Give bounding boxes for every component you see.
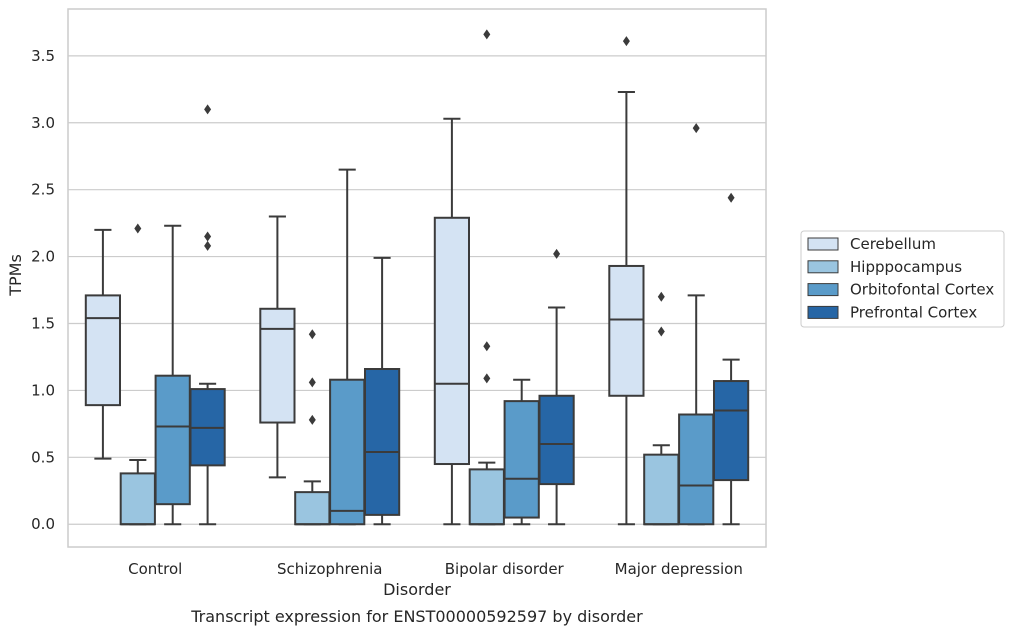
box-group bbox=[608, 36, 645, 526]
box bbox=[84, 294, 122, 407]
legend-frame bbox=[800, 230, 1005, 328]
outlier-point bbox=[692, 123, 700, 134]
x-tick-labels: Control Schizophrenia Bipolar disorder Majo… bbox=[128, 560, 743, 578]
y-tick-labels: 0.0 0.5 1.0 1.5 2.0 2.5 3.0 3.5 bbox=[31, 47, 55, 533]
x-tick-label: Schizophrenia bbox=[277, 560, 382, 578]
x-tick-label: Major depression bbox=[615, 560, 743, 578]
box bbox=[259, 307, 296, 424]
box-group bbox=[189, 104, 226, 526]
box-group bbox=[503, 378, 540, 526]
outlier-point bbox=[308, 377, 316, 388]
box-group bbox=[712, 192, 750, 526]
y-tick-label: 3.0 bbox=[31, 114, 55, 132]
box-group bbox=[643, 291, 680, 526]
box-group bbox=[294, 329, 331, 526]
outlier-point bbox=[553, 248, 561, 259]
legend-swatch bbox=[807, 283, 839, 297]
outlier-point bbox=[483, 341, 491, 352]
outlier-point bbox=[204, 104, 212, 115]
outlier-point bbox=[308, 329, 316, 340]
y-tick-label: 2.0 bbox=[31, 248, 55, 266]
legend-label: Orbitofontal Cortex bbox=[850, 281, 994, 299]
box-group bbox=[259, 215, 296, 479]
legend-label: Prefrontal Cortex bbox=[850, 303, 977, 321]
outlier-point bbox=[204, 231, 212, 242]
x-tick-label: Control bbox=[128, 560, 182, 578]
outlier-point bbox=[134, 223, 142, 234]
box bbox=[433, 216, 471, 466]
box bbox=[329, 378, 366, 526]
chart-caption: Transcript expression for ENST0000059259… bbox=[190, 607, 643, 626]
legend-swatch bbox=[807, 237, 839, 251]
legend-swatch bbox=[807, 260, 839, 274]
box bbox=[119, 472, 156, 526]
box-group bbox=[329, 168, 366, 526]
legend-label: Cerebellum bbox=[850, 235, 936, 253]
outlier-point bbox=[483, 29, 491, 40]
box-group bbox=[84, 228, 122, 460]
legend-swatch bbox=[807, 305, 839, 319]
box bbox=[712, 380, 750, 482]
box bbox=[538, 394, 575, 486]
box bbox=[154, 374, 191, 506]
box-group bbox=[468, 29, 505, 526]
box bbox=[678, 413, 715, 526]
outlier-point bbox=[657, 291, 665, 302]
y-tick-label: 0.0 bbox=[31, 515, 55, 533]
outlier-point bbox=[204, 240, 212, 251]
box bbox=[643, 453, 680, 526]
box-group bbox=[433, 117, 471, 526]
outlier-point bbox=[483, 373, 491, 384]
box bbox=[363, 368, 401, 516]
y-tick-label: 3.5 bbox=[31, 47, 55, 65]
x-tick-label: Bipolar disorder bbox=[445, 560, 565, 578]
box-group bbox=[363, 256, 401, 526]
outlier-point bbox=[657, 326, 665, 337]
box bbox=[468, 468, 505, 526]
y-tick-label: 2.5 bbox=[31, 181, 55, 199]
box-group bbox=[154, 224, 191, 526]
outlier-point bbox=[308, 414, 316, 425]
y-tick-label: 0.5 bbox=[31, 448, 55, 466]
legend-label: Hipppocampus bbox=[850, 258, 962, 276]
box bbox=[503, 400, 540, 519]
box bbox=[608, 264, 645, 397]
box bbox=[294, 491, 331, 526]
y-axis-label: TPMs bbox=[6, 254, 25, 297]
outlier-point bbox=[727, 192, 735, 203]
x-axis-label: Disorder bbox=[383, 580, 451, 599]
box-groups bbox=[84, 29, 750, 526]
legend: Cerebellum Hipppocampus Orbitofontal Corte… bbox=[800, 230, 1005, 328]
box-group bbox=[119, 223, 156, 526]
plot-frame bbox=[67, 8, 767, 548]
y-tick-label: 1.5 bbox=[31, 315, 55, 333]
box-group bbox=[678, 123, 715, 526]
box-group bbox=[538, 248, 575, 526]
y-tick-label: 1.0 bbox=[31, 381, 55, 399]
outlier-point bbox=[622, 36, 630, 47]
